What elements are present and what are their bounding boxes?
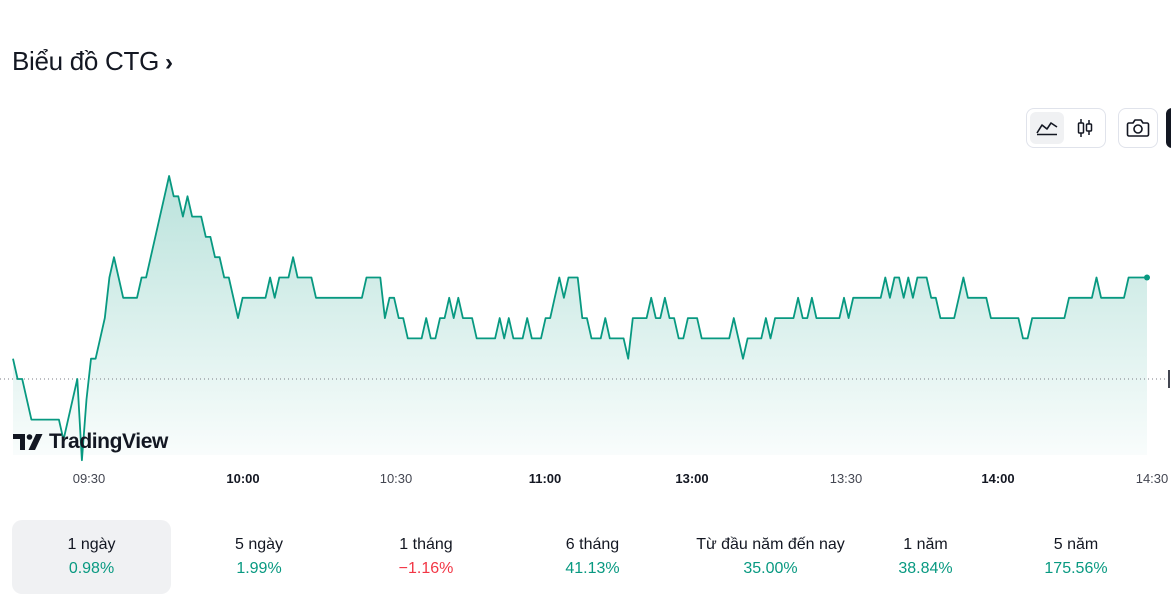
logo-text: TradingView [49,430,168,453]
period-label: Từ đầu năm đến nay [696,536,845,553]
period-label: 5 ngày [234,536,284,553]
x-axis-tick-label: 14:30 [1136,471,1169,486]
x-axis-tick-label: 11:00 [529,471,562,486]
period-label: 5 năm [1053,536,1099,553]
period-tab[interactable]: 6 tháng 41.13% [505,520,680,594]
candlestick-chart-button[interactable] [1068,112,1102,144]
period-return-value: 38.84% [898,560,953,577]
fullscreen-button[interactable] [1166,108,1171,148]
period-tab[interactable]: 5 năm 175.56% [990,520,1162,594]
x-axis-tick-label: 14:00 [981,471,1014,486]
period-tab[interactable]: Từ đầu năm đến nay 35.00% [680,520,861,594]
area-chart-button[interactable] [1030,112,1064,144]
chart-type-toggle [1026,108,1106,148]
period-label: 1 ngày [67,536,116,553]
chart-title-link[interactable]: Biểu đồ CTG › [12,46,173,77]
tradingview-logo: TradingView [13,430,168,454]
area-chart-icon [1036,122,1058,136]
x-axis-tick-label: 13:00 [675,471,708,486]
x-axis-tick-label: 13:30 [830,471,863,486]
tradingview-logo-icon [13,434,43,450]
camera-icon [1126,119,1150,137]
period-return-value: 1.99% [236,560,282,577]
x-axis-tick-label: 10:00 [226,471,259,486]
chart-title: Biểu đồ CTG [12,46,159,76]
price-chart[interactable]: 09:30 10:00 10:30 11:00 13:00 13:30 14:00 14:30 [0,150,1171,495]
x-axis-tick-label: 10:30 [380,471,413,486]
chevron-right-icon: › [165,48,173,76]
period-return-value: 0.98% [68,560,115,577]
period-tab[interactable]: 1 năm 38.84% [861,520,990,594]
chart-toolbar [1026,108,1158,148]
period-return-value: 175.56% [1044,560,1108,577]
candlestick-icon [1077,119,1093,137]
period-tab[interactable]: 5 ngày 1.99% [171,520,347,594]
screenshot-button[interactable] [1118,108,1158,148]
price-line [12,175,1147,462]
period-label: 1 tháng [399,536,453,553]
price-area-fill [13,176,1147,461]
period-tab[interactable]: 1 ngày 0.98% [12,520,171,594]
period-return-value: 41.13% [565,560,620,577]
period-tab[interactable]: 1 tháng −1.16% [347,520,505,594]
period-return-value: −1.16% [398,560,454,577]
x-axis-tick-label: 09:30 [73,471,106,486]
period-label: 1 năm [903,536,948,553]
period-return-value: 35.00% [743,560,798,577]
period-label: 6 tháng [565,536,620,553]
last-price-dot [1144,274,1150,281]
period-returns: 1 ngày 0.98% 5 ngày 1.99% 1 tháng −1.16% 6 thá… [12,520,1162,594]
